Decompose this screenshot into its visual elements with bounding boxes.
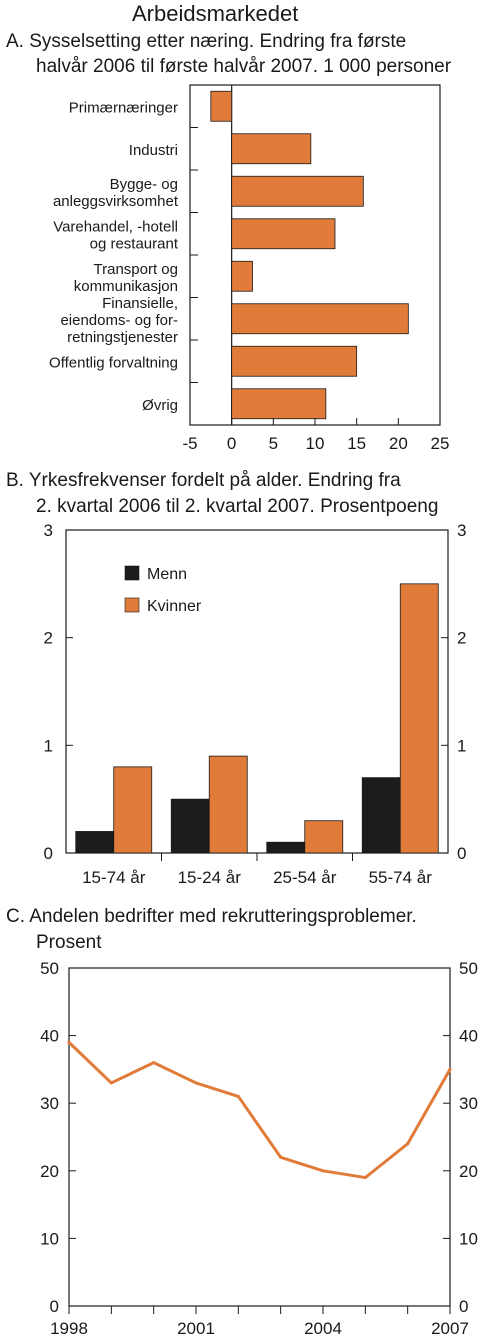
chart-c-x-tick-label: 2001 — [177, 1319, 215, 1338]
chart-a-bar — [231, 175, 364, 207]
chart-c-y-tick-label-left: 40 — [40, 1027, 59, 1046]
chart-b-category-label: 15-24 år — [178, 868, 242, 887]
chart-b-bar-kvinner — [208, 755, 248, 854]
chart-a-x-tick-label: 5 — [269, 434, 278, 453]
chart-b-bar-menn — [170, 798, 210, 854]
chart-b-title-line-1: B. Yrkesfrekvenser fordelt på alder. End… — [6, 470, 401, 491]
chart-a-bar — [231, 345, 358, 377]
chart-c-y-tick-label-right: 40 — [459, 1027, 478, 1046]
chart-b-category-label: 55-74 år — [369, 868, 433, 887]
chart-b-category-label: 15-74 år — [82, 868, 146, 887]
chart-a-category-label: Offentlig forvaltning — [49, 354, 178, 371]
chart-b-y-tick-label-left: 0 — [44, 844, 53, 863]
chart-c-title-line-1: C. Andelen bedrifter med rekrutteringspr… — [6, 906, 417, 927]
chart-a-x-tick-label: 0 — [227, 434, 236, 453]
chart-c-y-tick-label-left: 10 — [40, 1229, 59, 1248]
chart-b-legend-swatch — [124, 597, 140, 613]
chart-a-category-label: Bygge- og — [110, 176, 178, 193]
chart-a-category-label: eiendoms- og for- — [60, 312, 178, 329]
chart-a-category-label: og restaurant — [90, 235, 179, 252]
chart-c-y-tick-label-left: 20 — [40, 1162, 59, 1181]
chart-b-bar-kvinner — [399, 583, 439, 854]
chart-c-x-tick-label: 1998 — [50, 1319, 88, 1338]
chart-c-data-point — [194, 1081, 198, 1085]
chart-a-bar — [231, 388, 327, 420]
chart-c-x-tick-label: 2004 — [304, 1319, 342, 1338]
chart-b-category-label: 25-54 år — [273, 868, 337, 887]
chart-b-legend-label: Kvinner — [147, 598, 202, 615]
chart-b-title-line-2: 2. kvartal 2006 til 2. kvartal 2007. Pro… — [36, 496, 439, 517]
chart-c-y-tick-label-left: 30 — [40, 1094, 59, 1113]
chart-a-x-tick-label: 10 — [306, 434, 325, 453]
chart-b-y-tick-label-right: 3 — [457, 521, 466, 540]
chart-c-data-point — [448, 1067, 452, 1071]
chart-c-y-tick-label-right: 20 — [459, 1162, 478, 1181]
chart-b-y-tick-label-left: 2 — [44, 629, 53, 648]
chart-c-data-point — [67, 1040, 71, 1044]
chart-a-bar — [210, 90, 233, 122]
chart-b-bar-menn — [361, 777, 401, 854]
chart-c-y-tick-label-right: 50 — [459, 959, 478, 978]
chart-a-category-label: Øvrig — [142, 397, 178, 414]
chart-b-y-tick-label-left: 3 — [44, 521, 53, 540]
chart-c-data-point — [406, 1142, 410, 1146]
chart-a-bar — [231, 303, 409, 335]
chart-c-data-point — [279, 1155, 283, 1159]
chart-b-y-tick-label-right: 0 — [457, 844, 466, 863]
chart-a-category-label: kommunikasjon — [74, 278, 178, 295]
chart-c-data-point — [321, 1169, 325, 1173]
chart-c-y-tick-label-left: 0 — [50, 1297, 59, 1316]
chart-b-bar-kvinner — [304, 820, 344, 854]
chart-c-y-tick-label-right: 10 — [459, 1229, 478, 1248]
chart-a-category-label: Industri — [129, 142, 178, 159]
chart-b-y-tick-label-right: 1 — [457, 736, 466, 755]
chart-b-y-tick-label-left: 1 — [44, 736, 53, 755]
chart-c-data-point — [152, 1061, 156, 1065]
chart-b-y-tick-label-right: 2 — [457, 629, 466, 648]
chart-a-bar — [231, 133, 312, 165]
chart-a-category-label: Finansielle, — [102, 295, 178, 312]
chart-c-data-point — [109, 1081, 113, 1085]
chart-a-bar — [231, 218, 336, 250]
chart-a-x-tick-label: 20 — [389, 434, 408, 453]
chart-a-x-tick-label: -5 — [182, 434, 197, 453]
chart-a-category-label: Primærnæringer — [69, 99, 178, 116]
chart-a-x-tick-label: 15 — [347, 434, 366, 453]
chart-c-series-line — [67, 1041, 452, 1180]
chart-a-title-line-2: halvår 2006 til første halvår 2007. 1 00… — [36, 56, 452, 77]
chart-a-category-label: Transport og — [94, 261, 179, 278]
chart-b-legend-swatch — [124, 565, 140, 581]
chart-c-x-tick-label: 2007 — [431, 1319, 469, 1338]
chart-c-y-tick-label-right: 0 — [459, 1297, 468, 1316]
chart-a-x-tick-label: 25 — [431, 434, 450, 453]
chart-c-plot-frame — [68, 967, 451, 1307]
chart-c-y-tick-label-left: 50 — [40, 959, 59, 978]
chart-c-data-point — [236, 1094, 240, 1099]
chart-a-category-label: retningstjenester — [67, 329, 178, 346]
chart-a-category-label: Varehandel, -hotell — [53, 218, 178, 235]
page-title: Arbeidsmarkedet — [132, 1, 299, 26]
chart-a-bar — [231, 260, 253, 292]
chart-a-title-line-1: A. Sysselsetting etter næring. Endring f… — [6, 31, 407, 52]
chart-c-y-tick-label-right: 30 — [459, 1094, 478, 1113]
chart-b-legend-label: Menn — [147, 566, 187, 583]
chart-b-bar-kvinner — [113, 766, 153, 854]
chart-c-data-point — [363, 1175, 367, 1180]
chart-c-title-line-2: Prosent — [36, 932, 102, 953]
chart-a-category-label: anleggsvirksomhet — [53, 193, 179, 210]
